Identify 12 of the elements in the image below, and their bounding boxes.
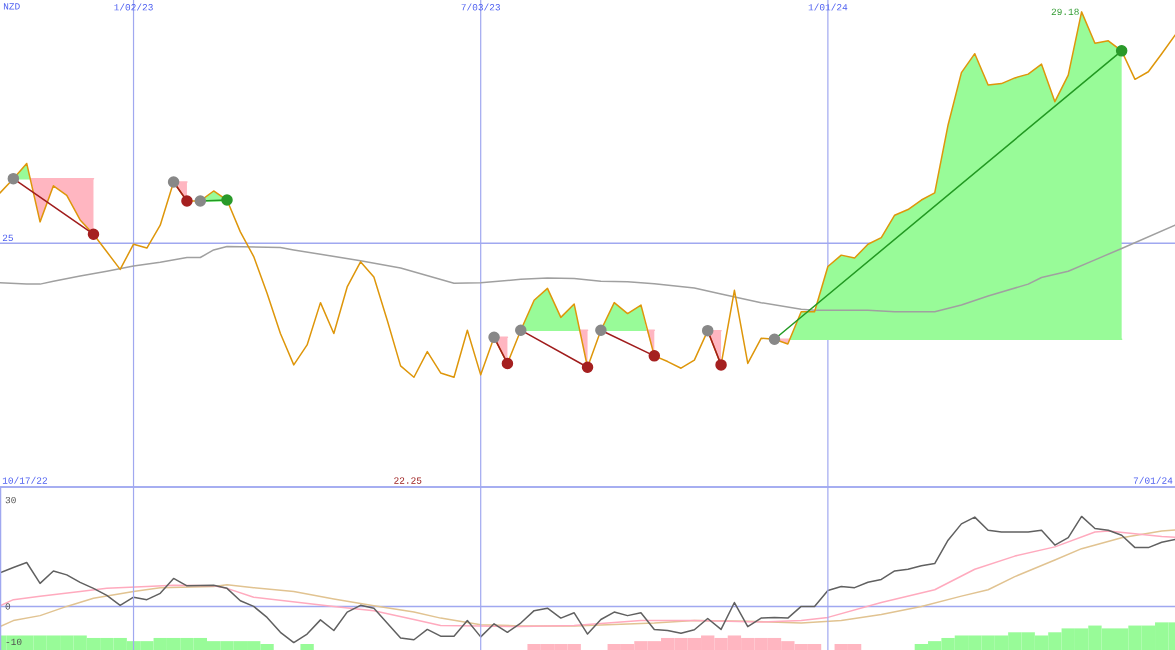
x-tick-label: 1/02/23	[114, 3, 153, 11]
annotation: 22.25	[394, 477, 422, 484]
annotation: 7/01/24	[1133, 476, 1173, 484]
y-axis-title: NZD	[3, 3, 20, 10]
y-tick-label: 0	[5, 603, 11, 610]
y-tick-label: 30	[5, 496, 16, 504]
annotation: 10/17/22	[2, 476, 47, 484]
annotation: 25	[2, 234, 13, 242]
annotation: 29.18	[1051, 8, 1079, 16]
x-tick-label: 1/01/24	[808, 3, 848, 11]
x-tick-label: 7/03/23	[461, 3, 500, 11]
y-tick-label: -10	[6, 638, 22, 646]
